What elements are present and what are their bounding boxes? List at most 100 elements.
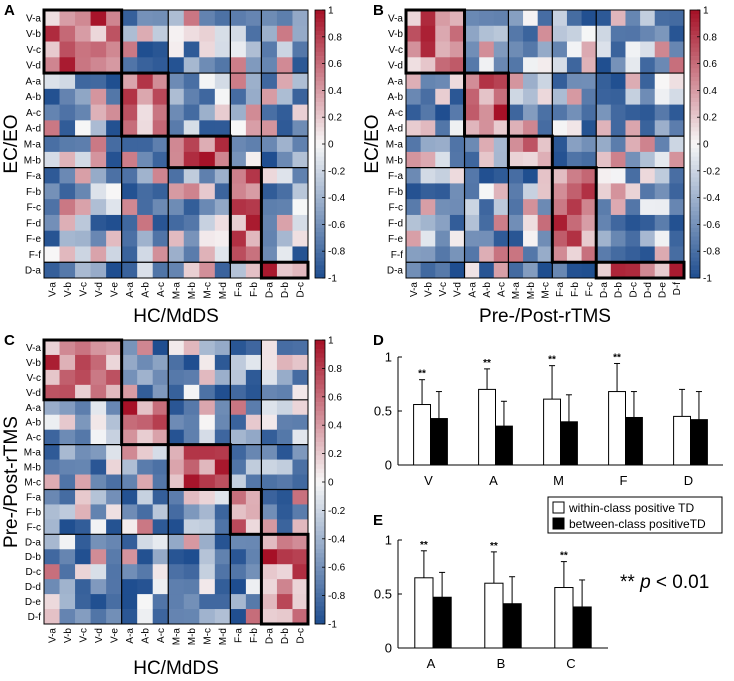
heatmap-cell: [479, 262, 495, 279]
heatmap-cell: [276, 504, 293, 520]
heatmap-cell: [566, 73, 582, 90]
colorbar-step: [690, 169, 700, 174]
heatmap-cell: [75, 41, 91, 58]
heatmap-cell: [90, 183, 107, 200]
heatmap-cell: [214, 120, 231, 137]
heatmap-cell: [625, 214, 641, 232]
heatmap-cell: [245, 489, 262, 505]
heatmap-cell: [168, 340, 185, 356]
heatmap-cell: [276, 230, 293, 247]
heatmap-cell: [137, 564, 154, 580]
heatmap-cell: [669, 104, 685, 121]
heatmap-cell: [59, 549, 76, 565]
bar-between: [502, 603, 522, 649]
colorbar-step: [315, 215, 325, 220]
heatmap-cell: [137, 399, 154, 416]
heatmap-cell: [537, 214, 553, 232]
heatmap-cell: [449, 199, 465, 216]
heatmap-cell: [640, 151, 656, 169]
heatmap-cell: [581, 199, 597, 216]
heatmap-cell: [121, 444, 138, 460]
colorbar-step: [315, 517, 325, 523]
colorbar-step: [315, 526, 325, 532]
heatmap-cell: [464, 41, 480, 58]
colorbar-step: [315, 344, 325, 350]
heatmap-cell: [199, 340, 216, 356]
y-tick-label: 0.5: [374, 587, 392, 602]
heatmap-cell: [121, 25, 138, 42]
colorbar-step: [690, 185, 700, 191]
heatmap-cell: [640, 199, 656, 216]
heatmap-cell: [493, 57, 509, 74]
bar-within: [554, 587, 574, 649]
heatmap-cell: [44, 429, 60, 446]
heatmap-cell: [59, 262, 76, 279]
colorbar-step: [315, 164, 325, 170]
heatmap-cell: [230, 489, 247, 505]
heatmap-cell: [640, 246, 656, 263]
heatmap-cell: [152, 246, 169, 263]
heatmap-frame: [43, 339, 309, 625]
heatmap-cell: [199, 41, 216, 58]
heatmap-cell: [152, 489, 169, 505]
heatmap-cell: [152, 504, 169, 520]
heatmap-cell: [493, 120, 509, 137]
colorbar-step: [690, 93, 700, 99]
column-label: V-c: [438, 282, 449, 296]
colorbar-step: [690, 257, 700, 262]
colorbar-step: [315, 244, 325, 249]
heatmap-cell: [75, 183, 91, 200]
colorbar-step: [315, 415, 325, 421]
heatmap-cell: [493, 167, 509, 184]
colorbar-step: [315, 22, 325, 28]
heatmap-cell: [669, 73, 685, 90]
heatmap-cell: [121, 519, 138, 535]
heatmap-cell: [199, 230, 216, 247]
colorbar-step: [690, 22, 700, 28]
heatmap-cell: [625, 262, 641, 279]
heatmap-cell: [640, 10, 656, 27]
colorbar-step: [315, 10, 325, 15]
bar-between: [495, 425, 513, 466]
heatmap-cell: [230, 57, 247, 74]
colorbar-step: [315, 106, 325, 111]
heatmap-cell: [669, 230, 685, 247]
heatmap-cell: [625, 199, 641, 216]
column-label: M-b: [187, 282, 198, 300]
heatmap-cell: [90, 519, 107, 535]
colorbar-step: [690, 68, 700, 74]
heatmap-cell: [552, 88, 568, 105]
row-label: M-a: [24, 140, 42, 151]
heatmap-cell: [435, 104, 451, 121]
heatmap-cell: [435, 10, 451, 27]
heatmap-cell: [464, 57, 480, 74]
heatmap-cell: [435, 73, 451, 90]
colorbar-step: [315, 51, 325, 57]
heatmap-cell: [168, 459, 185, 475]
heatmap-cell: [523, 183, 539, 200]
heatmap-cell: [508, 246, 524, 263]
heatmap-cell: [523, 104, 539, 121]
heatmap-cell: [137, 534, 154, 550]
column-label: A-c: [497, 282, 508, 297]
heatmap-cell: [640, 262, 656, 279]
colorbar-step: [315, 615, 325, 620]
heatmap-cell: [75, 167, 91, 184]
heatmap-cell: [230, 444, 247, 460]
row-label: V-d: [26, 61, 41, 72]
row-label: V-c: [27, 373, 41, 384]
heatmap-cell: [230, 104, 247, 121]
heatmap-cell: [654, 230, 670, 247]
colorbar-step: [315, 89, 325, 95]
colorbar-step: [315, 123, 325, 128]
heatmap-cell: [292, 399, 309, 416]
heatmap-cell: [121, 594, 138, 610]
heatmap-cell: [137, 262, 154, 279]
column-label: A-c: [156, 282, 167, 297]
heatmap-cell: [121, 504, 138, 520]
colorbar-step: [315, 257, 325, 262]
colorbar-step: [690, 261, 700, 266]
heatmap-cell: [420, 199, 436, 216]
heatmap-cell: [420, 151, 436, 169]
heatmap-cell: [464, 104, 480, 121]
